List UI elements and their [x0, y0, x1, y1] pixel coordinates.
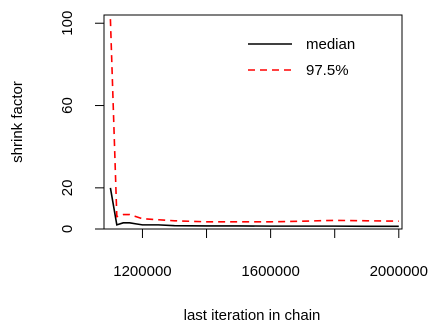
y-tick-label-1: 20 — [59, 180, 76, 197]
x-tick-label-1: 1600000 — [241, 263, 299, 280]
y-tick-label-0: 0 — [59, 225, 76, 233]
legend: median 97.5% — [248, 36, 355, 79]
x-axis: 1200000 1600000 2000000 — [113, 229, 428, 280]
x-axis-title: last iteration in chain — [184, 307, 321, 323]
x-tick-label-2: 2000000 — [370, 263, 428, 280]
series-line-0 — [109, 187, 399, 228]
y-axis: 0 20 60 100 — [59, 11, 104, 233]
series-layer — [109, 19, 399, 228]
series-line-1 — [109, 19, 399, 223]
y-axis-title: shrink factor — [9, 81, 26, 163]
y-tick-label-2: 60 — [59, 97, 76, 114]
legend-label-1: 97.5% — [306, 62, 349, 79]
y-tick-label-3: 100 — [59, 11, 76, 36]
legend-label-0: median — [306, 36, 355, 53]
x-tick-label-0: 1200000 — [113, 263, 171, 280]
plot-box — [103, 14, 403, 230]
